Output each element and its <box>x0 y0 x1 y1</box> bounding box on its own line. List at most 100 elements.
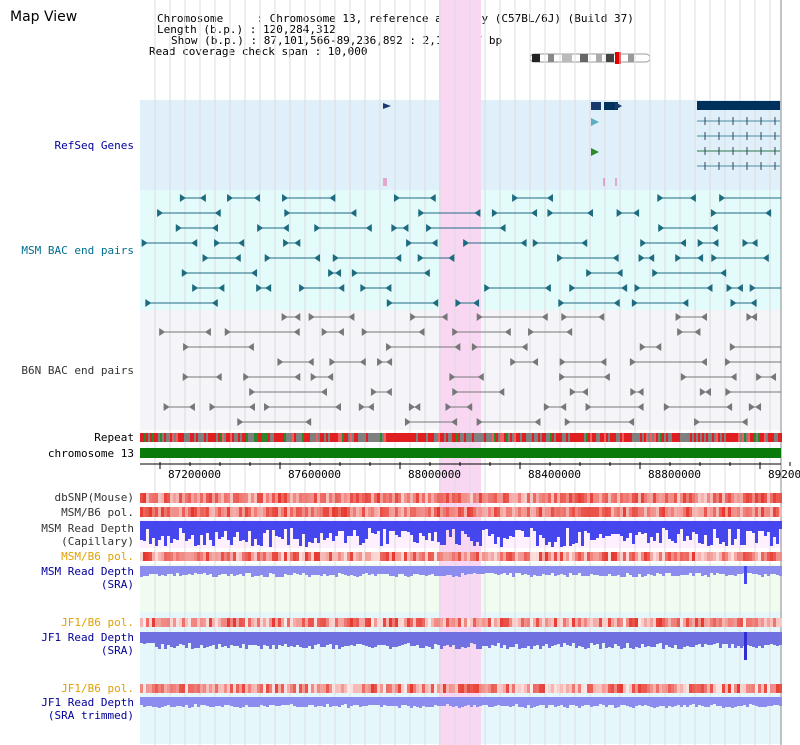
depth-bar <box>290 566 293 575</box>
bac-end <box>243 373 250 381</box>
heat-cell <box>395 618 398 627</box>
depth-bar <box>521 521 524 531</box>
heat-cell <box>713 493 716 503</box>
heat-cell <box>557 507 560 517</box>
heat-cell <box>632 493 635 503</box>
track-label-msm-b6-pol-1[interactable]: MSM/B6 pol. <box>61 506 134 519</box>
bac-end <box>547 209 554 217</box>
heat-cell <box>743 552 746 561</box>
depth-bar <box>662 521 665 528</box>
heat-cell <box>569 493 572 503</box>
depth-bar <box>518 697 521 707</box>
track-label-jf1-depth-sra-sub[interactable]: (SRA) <box>100 644 134 657</box>
depth-bar <box>458 566 461 577</box>
heat-cell <box>404 507 407 517</box>
heat-cell <box>632 507 635 517</box>
repeat-bar <box>400 433 402 442</box>
depth-bar <box>767 697 770 706</box>
heat-cell <box>362 684 365 693</box>
repeat-bar <box>562 433 564 442</box>
repeat-bar <box>310 433 312 442</box>
track-label-msm-depth-sra-sub[interactable]: (SRA) <box>100 578 134 591</box>
track-label-jf1-depth-trim-sub[interactable]: (SRA trimmed) <box>47 709 134 722</box>
track-label-msm-b6-pol-2[interactable]: MSM/B6 pol. <box>61 550 134 563</box>
depth-bar <box>677 566 680 576</box>
bac-end <box>212 224 219 232</box>
repeat-bar <box>752 433 754 442</box>
heat-cell <box>263 684 266 693</box>
depth-bar <box>572 632 575 643</box>
depth-bar <box>344 632 347 646</box>
depth-bar <box>605 521 608 536</box>
track-label-chromosome[interactable]: chromosome 13 <box>47 447 134 460</box>
heat-cell <box>281 507 284 517</box>
repeat-bar <box>412 433 414 442</box>
track-label-b6n-bac[interactable]: B6N BAC end pairs <box>21 364 134 377</box>
depth-bar <box>440 697 443 706</box>
track-label-jf1-b6-pol-1[interactable]: JF1/B6 pol. <box>61 616 134 629</box>
heat-cell <box>362 618 365 627</box>
heat-cell <box>500 507 503 517</box>
heat-cell <box>143 684 146 693</box>
repeat-bar <box>300 433 302 442</box>
depth-bar <box>359 521 362 545</box>
depth-bar <box>401 697 404 705</box>
heat-cell <box>572 618 575 627</box>
track-label-jf1-depth-sra[interactable]: JF1 Read Depth <box>41 631 134 644</box>
depth-bar <box>644 566 647 576</box>
heat-cell <box>674 493 677 503</box>
depth-bar <box>677 697 680 705</box>
heat-cell <box>260 684 263 693</box>
depth-bar <box>362 566 365 574</box>
heat-cell <box>230 507 233 517</box>
heat-cell <box>695 493 698 503</box>
bac-end <box>305 418 312 426</box>
depth-bar <box>152 632 155 643</box>
heat-cell <box>263 552 266 561</box>
repeat-bar <box>452 433 454 442</box>
depth-bar <box>650 697 653 707</box>
depth-bar <box>278 697 281 706</box>
heat-cell <box>173 552 176 561</box>
heat-cell <box>191 552 194 561</box>
depth-bar <box>182 566 185 575</box>
track-label-refseq-genes[interactable]: RefSeq Genes <box>54 139 134 152</box>
track-label-jf1-depth-trim[interactable]: JF1 Read Depth <box>41 696 134 709</box>
track-label-repeat[interactable]: Repeat <box>94 431 134 444</box>
heat-cell <box>320 618 323 627</box>
bac-end <box>234 254 241 262</box>
heat-cell <box>773 507 776 517</box>
bac-end <box>179 194 186 202</box>
depth-bar <box>230 566 233 574</box>
track-label-msm-bac[interactable]: MSM BAC end pairs <box>21 244 134 257</box>
track-label-dbsnp[interactable]: dbSNP(Mouse) <box>54 491 134 504</box>
track-label-msm-depth-cap-sub[interactable]: (Capillary) <box>61 535 134 548</box>
heat-cell <box>734 618 737 627</box>
depth-bar <box>647 697 650 706</box>
bac-end <box>729 343 736 351</box>
track-label-msm-depth-sra[interactable]: MSM Read Depth <box>41 565 134 578</box>
heat-cell <box>233 618 236 627</box>
heat-cell <box>305 507 308 517</box>
depth-bar <box>599 632 602 649</box>
repeat-bar <box>604 433 606 442</box>
repeat-bar <box>278 433 280 442</box>
heat-cell <box>143 493 146 503</box>
depth-bar <box>725 566 728 576</box>
depth-bar <box>446 521 449 530</box>
heat-cell <box>194 618 197 627</box>
heat-cell <box>527 507 530 517</box>
heat-cell <box>497 507 500 517</box>
bac-end <box>452 328 459 336</box>
heat-cell <box>404 493 407 503</box>
track-label-msm-depth-cap[interactable]: MSM Read Depth <box>41 522 134 535</box>
bac-end <box>484 284 491 292</box>
repeat-bar <box>704 433 706 442</box>
heat-cell <box>149 684 152 693</box>
track-label-jf1-b6-pol-2[interactable]: JF1/B6 pol. <box>61 682 134 695</box>
repeat-bar <box>210 433 212 442</box>
bac-end <box>204 328 211 336</box>
heat-cell <box>236 493 239 503</box>
depth-bar <box>185 521 188 541</box>
